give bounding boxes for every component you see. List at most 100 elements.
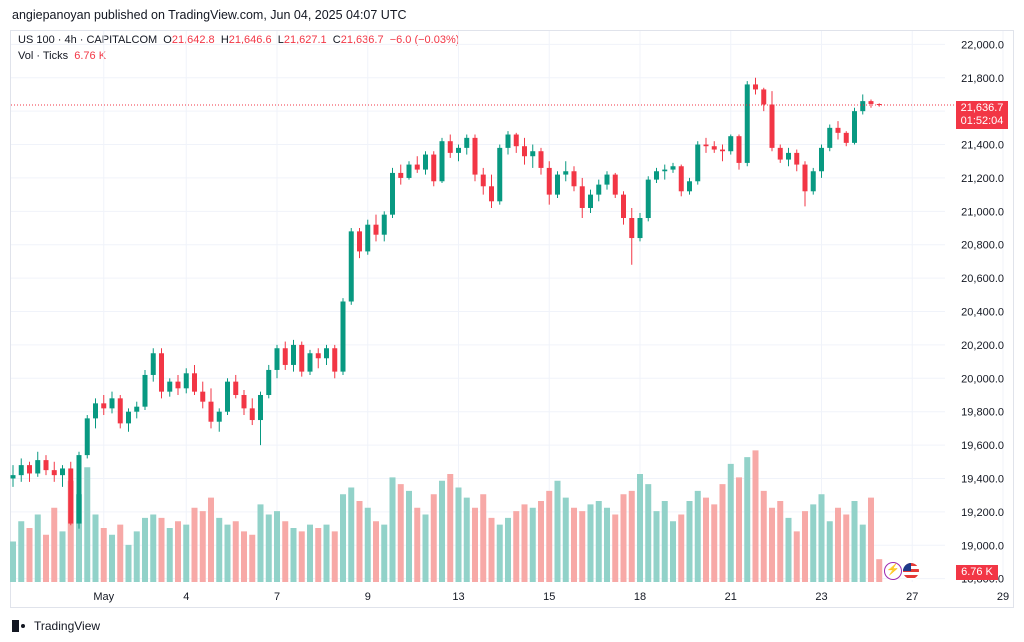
candle	[472, 134, 478, 182]
candle-body	[315, 353, 321, 359]
volume-bar	[397, 484, 404, 582]
candle-body	[761, 89, 767, 105]
candle-body	[843, 132, 849, 143]
last-volume-label: 6.76 K	[956, 565, 998, 580]
volume-bar	[389, 477, 396, 582]
candle	[876, 103, 882, 107]
volume-bar	[67, 480, 74, 582]
volume-bar	[744, 457, 751, 582]
candle	[117, 394, 123, 429]
volume-bar	[571, 507, 577, 582]
volume-bar	[554, 480, 561, 582]
candle	[291, 339, 296, 372]
candle	[505, 131, 511, 155]
volume-bar	[678, 514, 685, 582]
candle-body	[687, 181, 692, 192]
volume-bar	[868, 497, 874, 582]
brand-name: TradingView	[34, 619, 101, 633]
y-tick-label: 21,800.0	[961, 73, 1004, 85]
candle-body	[555, 174, 560, 195]
volume-bar	[785, 517, 792, 582]
chart-frame	[10, 30, 1014, 608]
candle-body	[645, 179, 651, 219]
candle-body	[538, 151, 544, 168]
candle	[159, 348, 164, 399]
candle-body	[225, 381, 230, 412]
candle	[546, 161, 552, 205]
volume-bar	[604, 507, 610, 582]
volume-bar	[562, 497, 569, 582]
candle	[786, 147, 791, 167]
volume-bar	[661, 501, 668, 582]
candle	[464, 134, 470, 155]
candle	[258, 391, 263, 446]
y-tick-label: 21,200.0	[961, 173, 1004, 185]
footer-brand[interactable]: TradingView	[12, 619, 100, 633]
us-flag-icon[interactable]	[902, 562, 920, 580]
candle	[18, 458, 24, 482]
candle	[365, 219, 371, 255]
candle	[794, 149, 800, 172]
candle	[522, 137, 527, 165]
candle-body	[109, 398, 115, 409]
candle-body	[753, 84, 758, 90]
volume-bar	[298, 531, 305, 582]
volume-bar	[802, 511, 808, 582]
candle	[588, 189, 593, 213]
candle-body	[621, 194, 626, 219]
candle-body	[852, 111, 857, 143]
candle	[868, 99, 874, 108]
candle	[348, 228, 354, 305]
candle-body	[233, 381, 239, 395]
volume-label[interactable]: Vol · Ticks	[18, 50, 69, 62]
lightning-icon[interactable]: ⚡	[884, 562, 902, 580]
volume-bar	[224, 524, 231, 582]
candle-body	[241, 394, 247, 409]
volume-bar	[686, 501, 693, 582]
volume-bar	[307, 524, 313, 582]
candle-body	[464, 137, 470, 148]
volume-bar	[199, 511, 206, 582]
candle-body	[266, 369, 272, 395]
candle-body	[860, 101, 866, 112]
x-axis: May47913151821232729Jun4	[93, 591, 1009, 603]
candle-body	[274, 348, 280, 370]
volume-bar	[505, 517, 511, 582]
volume-bar	[282, 521, 289, 582]
candle	[126, 408, 131, 432]
candle-body	[291, 344, 296, 365]
candle	[761, 87, 767, 112]
candle-body	[365, 224, 371, 252]
volume-bar	[100, 528, 107, 582]
candle	[596, 179, 602, 202]
candle-body	[60, 468, 65, 476]
volume-bar	[472, 507, 478, 582]
candle	[456, 144, 461, 162]
volume-bar	[364, 507, 371, 582]
candle	[35, 451, 41, 477]
candle	[753, 77, 758, 95]
volume-bar	[183, 524, 190, 582]
candle	[571, 166, 577, 192]
volume-bar	[463, 497, 470, 582]
candle-body	[513, 134, 519, 147]
volume-bar	[430, 494, 437, 582]
candle-body	[802, 164, 808, 192]
candle-body	[35, 460, 41, 474]
candle	[357, 228, 362, 259]
volume-bar	[595, 501, 602, 582]
candle-body	[93, 403, 98, 419]
candle	[406, 161, 412, 180]
candle	[703, 137, 709, 153]
candle-body	[777, 147, 783, 160]
close-label: C	[332, 34, 341, 46]
volume-bars	[10, 450, 883, 582]
candle	[216, 408, 222, 432]
candle	[579, 177, 585, 219]
volume-bar	[793, 531, 800, 582]
candle	[167, 378, 173, 397]
candle-body	[68, 468, 74, 524]
symbol-name[interactable]: US 100 · 4h · CAPITALCOM	[18, 34, 158, 46]
tradingview-logo-icon	[12, 620, 28, 632]
